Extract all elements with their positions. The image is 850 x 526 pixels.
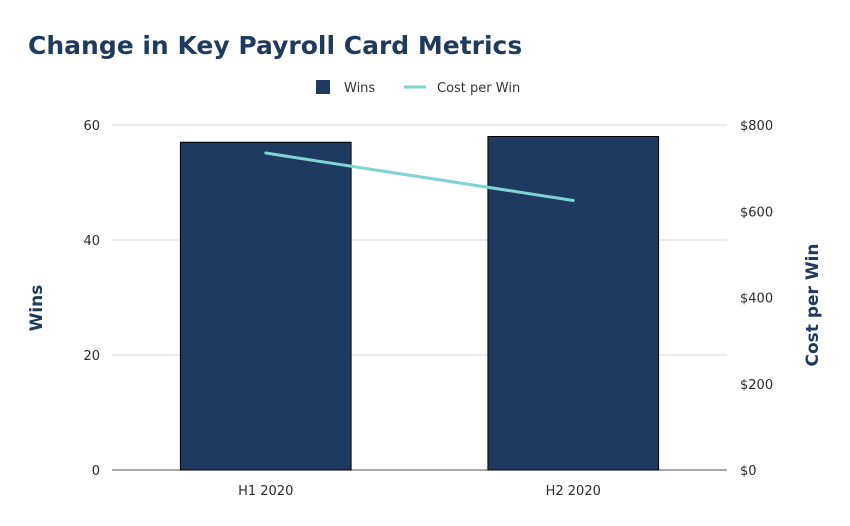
chart-title: Change in Key Payroll Card Metrics: [28, 31, 522, 60]
x-axis-ticks: H1 2020 H2 2020: [238, 484, 601, 499]
legend-swatch-wins: [316, 80, 330, 94]
cost-line: [264, 151, 575, 202]
y2-axis-title: Cost per Win: [803, 243, 823, 366]
y2-tick-label: $600: [740, 205, 773, 220]
y2-axis-ticks: $0 $200 $400 $600 $800: [740, 119, 773, 479]
cost-per-win-line: [264, 151, 575, 202]
y-tick-label: 60: [83, 119, 100, 134]
y2-tick-label: $0: [740, 464, 757, 479]
y-tick-label: 40: [83, 234, 100, 249]
legend-label-wins: Wins: [344, 81, 375, 96]
y2-tick-label: $400: [740, 292, 773, 307]
legend-label-cost-per-win: Cost per Win: [437, 81, 520, 96]
x-tick-label: H1 2020: [238, 484, 293, 499]
y-axis-title: Wins: [27, 285, 47, 332]
y-axis-ticks: 0 20 40 60: [83, 119, 100, 479]
bars: [179, 136, 660, 471]
y-tick-label: 20: [83, 349, 100, 364]
bar-h2-2020: [487, 136, 660, 471]
bar-h1-2020: [179, 141, 352, 471]
legend: Wins Cost per Win: [316, 80, 520, 96]
x-tick-label: H2 2020: [546, 484, 601, 499]
y-tick-label: 0: [92, 464, 100, 479]
y2-tick-label: $800: [740, 119, 773, 134]
y2-tick-label: $200: [740, 378, 773, 393]
